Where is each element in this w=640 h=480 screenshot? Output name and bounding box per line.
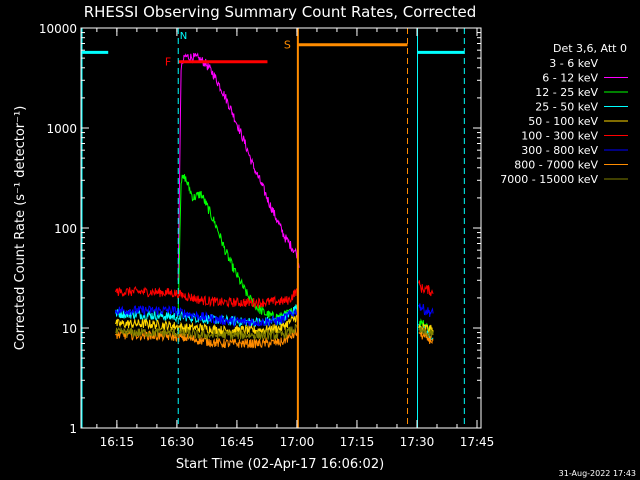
y-tick-label-4: 10000 [39,22,77,36]
legend-label-0: 3 - 6 keV [549,57,598,70]
y-tick-label-1: 10 [62,322,77,336]
x-axis-label: Start Time (02-Apr-17 16:06:02) [176,457,384,472]
series-6_12keV [177,52,300,281]
legend-label-6: 300 - 800 keV [521,144,598,157]
legend-label-2: 12 - 25 keV [535,86,598,99]
y-axis-label: Corrected Count Rate (s⁻¹ detector⁻¹) [13,106,28,351]
series-line-3_6keV-1 [418,234,434,268]
legend-label-8: 7000 - 15000 keV [500,173,598,186]
series-7000_15000keV [115,323,434,341]
legend-label-7: 800 - 7000 keV [514,159,598,172]
chart-title: RHESSI Observing Summary Count Rates, Co… [84,3,477,21]
x-tick-label-5: 17:30 [400,435,435,449]
series-line-6_12keV-0 [177,52,300,281]
y-tick-label-0: 1 [69,422,77,436]
series-line-100_300keV-1 [418,280,434,297]
annotation-bar-label-1: S [284,39,291,52]
legend-label-1: 6 - 12 keV [542,72,598,85]
series-line-100_300keV-0 [114,286,298,310]
series-line-7000_15000keV-0 [115,323,298,341]
legend-label-5: 100 - 300 keV [521,130,598,143]
y-tick-label-2: 100 [54,222,77,236]
series-line-300_800keV-1 [418,303,434,317]
x-tick-label-2: 16:45 [220,435,255,449]
series-line-800_7000keV-1 [418,329,434,345]
legend-label-4: 50 - 100 keV [528,115,598,128]
plot-area: F S N [81,28,465,428]
x-tick-label-1: 16:30 [160,435,195,449]
x-tick-label-0: 16:15 [100,435,135,449]
axes: 16:15 16:30 16:45 17:00 17:15 17:30 17:45 1 10 10… [39,22,494,449]
y-tick-label-3: 1000 [46,122,77,136]
legend-label-3: 25 - 50 keV [535,101,598,114]
annotation-marker-label-0: N [180,31,187,42]
series-300_800keV [114,303,434,329]
x-tick-label-4: 17:15 [340,435,375,449]
series-100_300keV [114,280,434,310]
annotation-bar-label-0: F [165,56,171,69]
series-line-300_800keV-0 [114,304,298,329]
timestamp-label: 31-Aug-2022 17:43 [559,469,636,478]
series-line-7000_15000keV-1 [418,326,434,338]
x-tick-label-3: 17:00 [280,435,315,449]
legend-header: Det 3,6, Att 0 [553,42,627,55]
x-tick-label-6: 17:45 [460,435,495,449]
